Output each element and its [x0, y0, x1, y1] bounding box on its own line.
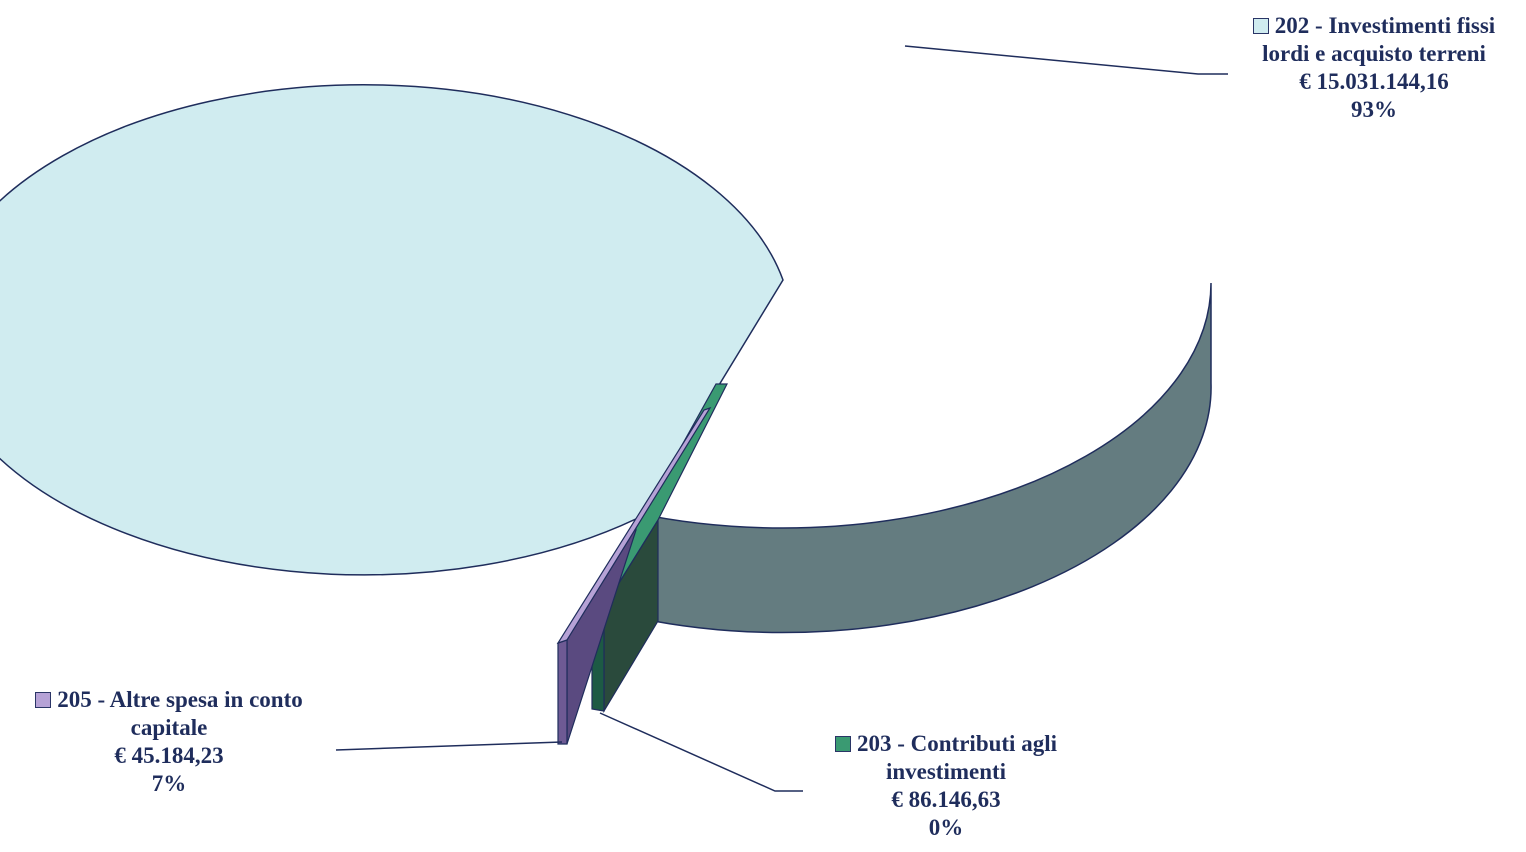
- label-205-line1: 205 - Altre spesa in conto: [57, 687, 303, 712]
- leader-line-205: [335, 741, 563, 751]
- label-203-percent: 0%: [928, 815, 964, 840]
- leader-line-202: [904, 45, 1228, 75]
- slice-202-top: [0, 84, 784, 576]
- label-205-percent: 7%: [151, 771, 187, 796]
- slice-205-top: [556, 406, 712, 645]
- label-205: 205 - Altre spesa in conto capitale € 45…: [4, 686, 334, 798]
- label-202: 202 - Investimenti fissi lordi e acquist…: [1224, 12, 1524, 124]
- label-203-line2: investimenti: [885, 759, 1007, 784]
- legend-swatch-202: [1252, 18, 1269, 34]
- label-203-amount: € 86.146,63: [891, 787, 1001, 812]
- label-205-line2: capitale: [130, 715, 208, 740]
- label-202-line1: 202 - Investimenti fissi: [1274, 13, 1496, 38]
- label-202-line2: lordi e acquisto terreni: [1262, 41, 1486, 66]
- label-203: 203 - Contributi agli investimenti € 86.…: [796, 730, 1096, 842]
- label-205-amount: € 45.184,23: [114, 743, 224, 768]
- legend-swatch-205: [35, 692, 52, 708]
- label-202-amount: € 15.031.144,16: [1299, 69, 1449, 94]
- label-202-percent: 93%: [1351, 97, 1397, 122]
- slice-205-front: [557, 639, 568, 745]
- legend-swatch-203: [835, 736, 851, 752]
- leader-line-203: [599, 712, 803, 792]
- label-203-line1: 203 - Contributi agli: [857, 731, 1057, 756]
